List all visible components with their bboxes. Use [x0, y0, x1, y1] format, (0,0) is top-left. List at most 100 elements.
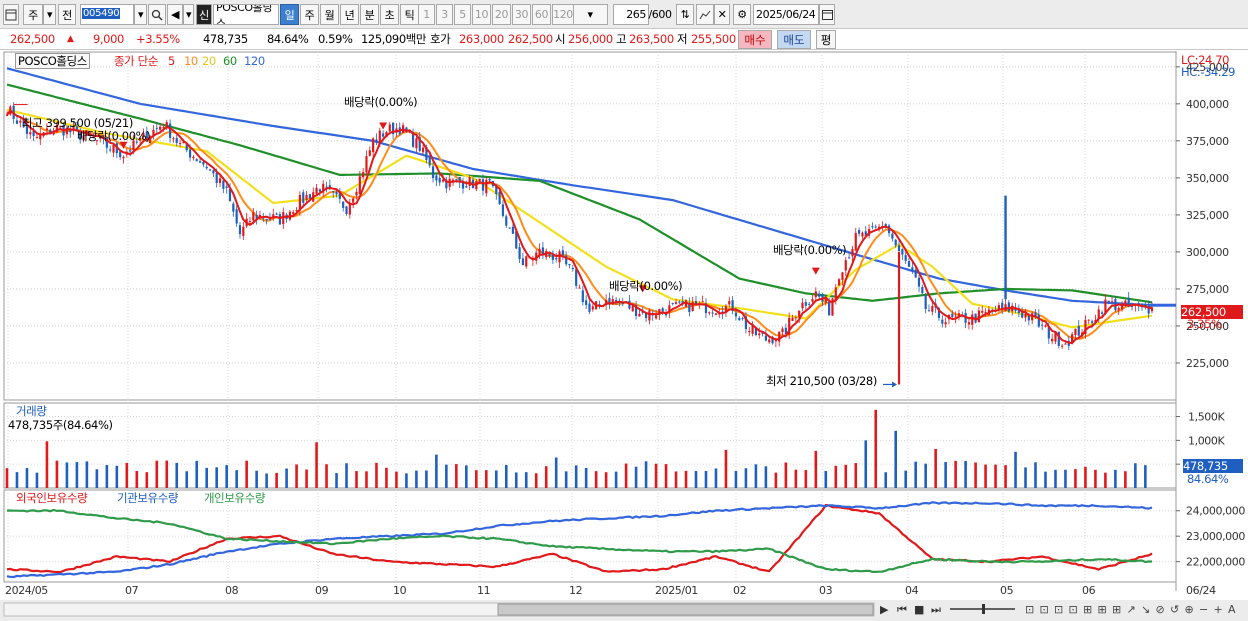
candle-body [298, 194, 302, 211]
interval-tab-20[interactable]: 20 [492, 4, 511, 25]
volume-bar [694, 470, 698, 488]
volume-bar [754, 464, 758, 488]
interval-dropdown[interactable]: ▾ [572, 4, 608, 25]
volume-bar [674, 471, 678, 488]
code-dropdown-icon[interactable]: ▾ [134, 4, 147, 25]
candle-body [1057, 331, 1060, 346]
volume-bar [1124, 471, 1127, 488]
candle-body [1054, 332, 1057, 342]
count-input[interactable]: 265 [613, 4, 649, 25]
calendar-icon[interactable] [819, 4, 835, 25]
candle-body [425, 147, 428, 160]
code-input[interactable]: 005490 [80, 4, 134, 25]
window-icon[interactable] [3, 4, 19, 25]
institution-holding-line [6, 501, 1153, 579]
candle-body [182, 142, 185, 144]
candle-body [315, 187, 318, 194]
period-tab-틱[interactable]: 틱 [400, 4, 419, 25]
volume-bar [25, 468, 29, 488]
period-tab-년[interactable]: 년 [340, 4, 359, 25]
candle-body [465, 186, 468, 188]
candle-body [1110, 301, 1114, 303]
candle-body [172, 138, 175, 140]
price-tick-label: 225,000 [1186, 357, 1229, 370]
interval-tab-60[interactable]: 60 [532, 4, 551, 25]
legend-ma20[interactable]: 20 [202, 54, 216, 68]
candle-body [741, 318, 744, 320]
up-arrow-icon: ▲ [67, 34, 74, 44]
candle-body [481, 179, 485, 191]
legend-ma10[interactable]: 10 [184, 54, 198, 68]
candle-body [1031, 313, 1034, 321]
volume-title[interactable]: 거래량 [16, 404, 47, 418]
interval-tab-10[interactable]: 10 [472, 4, 491, 25]
candle-body [461, 181, 465, 189]
period-tab-분[interactable]: 분 [360, 4, 379, 25]
legend-institution[interactable]: 기관보유수량 [117, 491, 179, 505]
candle-body [891, 233, 894, 239]
volume-bar [325, 464, 328, 488]
new-badge[interactable]: 신 [196, 4, 212, 25]
mode1-select[interactable]: 주 [23, 4, 43, 25]
candle-body [897, 245, 901, 252]
period-tab-주[interactable]: 주 [300, 4, 319, 25]
interval-tab-3[interactable]: 3 [436, 4, 453, 25]
candle-body [215, 172, 218, 183]
candle-body [984, 311, 987, 313]
candle-body [714, 313, 718, 315]
interval-tab-1[interactable]: 1 [418, 4, 435, 25]
eval-button[interactable]: 평 [816, 30, 836, 49]
candle-body [638, 313, 641, 317]
volume-bar [944, 462, 947, 488]
chart-area[interactable]: 225,000 250,000 275,000 300,000 325,000 350,0… [0, 51, 1248, 621]
candle-body [758, 333, 761, 336]
volume-bar [964, 460, 967, 488]
gear-icon[interactable]: ⚙ [733, 4, 751, 25]
date-input[interactable]: 2025/06/24 [753, 4, 819, 25]
interval-tab-120[interactable]: 120 [552, 4, 574, 25]
tool-icon: ⊕ [1185, 603, 1194, 616]
candle-body [368, 150, 371, 156]
period-tab-월[interactable]: 월 [320, 4, 339, 25]
legend-ma5[interactable]: 5 [168, 54, 175, 68]
candle-body [831, 298, 834, 316]
period-tab-일[interactable]: 일 [280, 4, 299, 25]
sound-icon[interactable]: ◀ [167, 4, 183, 25]
tool-icon: A [1228, 603, 1236, 616]
candle-body [235, 209, 238, 224]
stock-name-field[interactable]: POSCO홀딩스 [213, 4, 279, 25]
search-icon[interactable] [148, 4, 166, 25]
candle-body [1120, 303, 1124, 310]
compare-icon[interactable]: ⇅ [676, 4, 694, 25]
legend-ma-label[interactable]: 종가 단순 [114, 54, 158, 68]
candle-body [1044, 325, 1047, 327]
volume-bar [165, 460, 169, 488]
period-tab-초[interactable]: 초 [380, 4, 399, 25]
candle-body [801, 302, 804, 309]
interval-tab-5[interactable]: 5 [454, 4, 471, 25]
legend-individual[interactable]: 개인보유수량 [204, 491, 266, 505]
sell-button[interactable]: 매도 [777, 30, 811, 49]
mode1-dropdown-icon[interactable]: ▾ [43, 4, 56, 25]
candle-body [694, 301, 698, 305]
crosshair-icon[interactable]: ✕ [714, 4, 730, 25]
dividend-note: 배당락(0.00%) [344, 95, 418, 109]
legend-ma120[interactable]: 120 [244, 54, 265, 68]
volume-bar [1144, 465, 1147, 488]
volume-bar [245, 460, 248, 488]
volume-bar [794, 469, 798, 488]
interval-tab-30[interactable]: 30 [512, 4, 531, 25]
candle-body [997, 305, 1000, 309]
buy-button[interactable]: 매수 [738, 30, 772, 49]
legend-ma60[interactable]: 60 [223, 54, 237, 68]
candle-body [212, 170, 215, 174]
candle-body [498, 191, 501, 204]
mode2-button[interactable]: 전 [58, 4, 76, 25]
candle-body [265, 218, 268, 220]
legend-foreign[interactable]: 외국인보유수량 [16, 491, 88, 505]
candle-body [501, 204, 505, 216]
legend-stock-name[interactable]: POSCO홀딩스 [15, 53, 90, 69]
chart-type-icon[interactable] [696, 4, 714, 25]
candle-body [22, 119, 25, 128]
sound-dropdown-icon[interactable]: ▾ [183, 4, 194, 25]
